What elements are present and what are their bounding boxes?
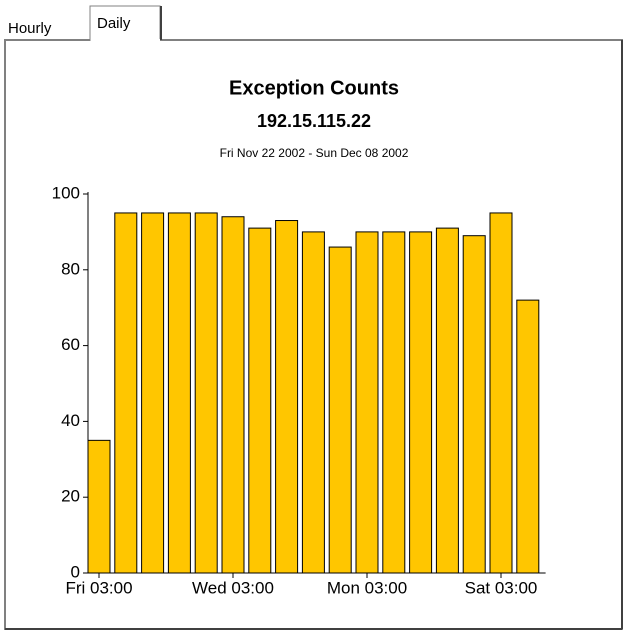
tab-daily[interactable]: Daily xyxy=(97,15,131,32)
bar xyxy=(167,212,191,574)
bar xyxy=(87,439,111,574)
bar xyxy=(355,231,379,574)
x-tick-label: Fri 03:00 xyxy=(65,578,132,597)
bar xyxy=(382,231,406,574)
bar xyxy=(275,220,299,574)
bar xyxy=(194,212,218,574)
bar xyxy=(221,216,245,574)
y-tick-label: 0 xyxy=(71,562,80,581)
bar xyxy=(516,299,540,574)
y-tick-label: 40 xyxy=(61,411,80,430)
tab-hourly[interactable]: Hourly xyxy=(8,20,52,37)
bar xyxy=(248,227,272,574)
y-tick-label: 80 xyxy=(61,259,80,278)
y-tick-label: 60 xyxy=(61,335,80,354)
y-tick-label: 20 xyxy=(61,487,80,506)
chart-subtitle: 192.15.115.22 xyxy=(257,111,371,131)
bar xyxy=(328,246,352,574)
x-tick-label: Wed 03:00 xyxy=(192,578,274,597)
bar xyxy=(301,231,325,574)
bar xyxy=(114,212,138,574)
date-range: Fri Nov 22 2002 - Sun Dec 08 2002 xyxy=(220,146,409,160)
bar xyxy=(462,235,486,574)
x-tick-label: Sat 03:00 xyxy=(465,578,538,597)
bar xyxy=(489,212,513,574)
bar xyxy=(141,212,165,574)
bar xyxy=(409,231,433,574)
y-tick-label: 100 xyxy=(52,183,80,202)
chart-title: Exception Counts xyxy=(229,77,399,99)
x-tick-label: Mon 03:00 xyxy=(327,578,407,597)
bar xyxy=(435,227,459,574)
